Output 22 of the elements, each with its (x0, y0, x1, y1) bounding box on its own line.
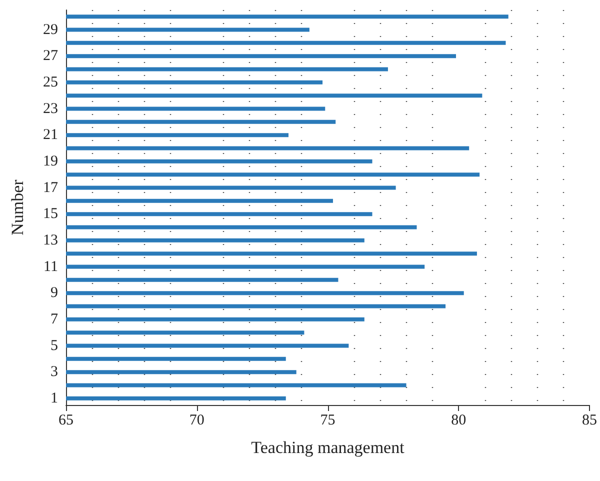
x-tick-label: 80 (451, 412, 466, 428)
y-tick-label: 19 (43, 153, 58, 170)
y-tick-label: 23 (43, 100, 58, 117)
y-tick-label: 13 (43, 232, 58, 248)
y-tick-label: 29 (43, 22, 58, 38)
y-tick-label: 7 (50, 311, 58, 328)
x-tick-label: 70 (189, 412, 204, 428)
x-axis-title: Teaching management (251, 438, 405, 457)
y-tick-label: 3 (50, 364, 58, 380)
y-tick-label: 17 (43, 180, 58, 196)
x-tick-label: 85 (582, 412, 597, 428)
y-tick-label: 1 (50, 390, 58, 406)
y-tick-label: 9 (50, 285, 58, 302)
y-tick-label: 21 (43, 127, 58, 144)
y-tick-label: 15 (43, 206, 58, 222)
y-axis-title: Number (8, 179, 27, 236)
y-tick-label: 5 (50, 338, 58, 354)
y-tick-label: 27 (43, 48, 58, 64)
x-tick-label: 75 (320, 412, 336, 428)
y-tick-label: 25 (43, 74, 58, 90)
x-tick-label: 65 (58, 412, 74, 428)
y-tick-label: 11 (44, 258, 58, 275)
